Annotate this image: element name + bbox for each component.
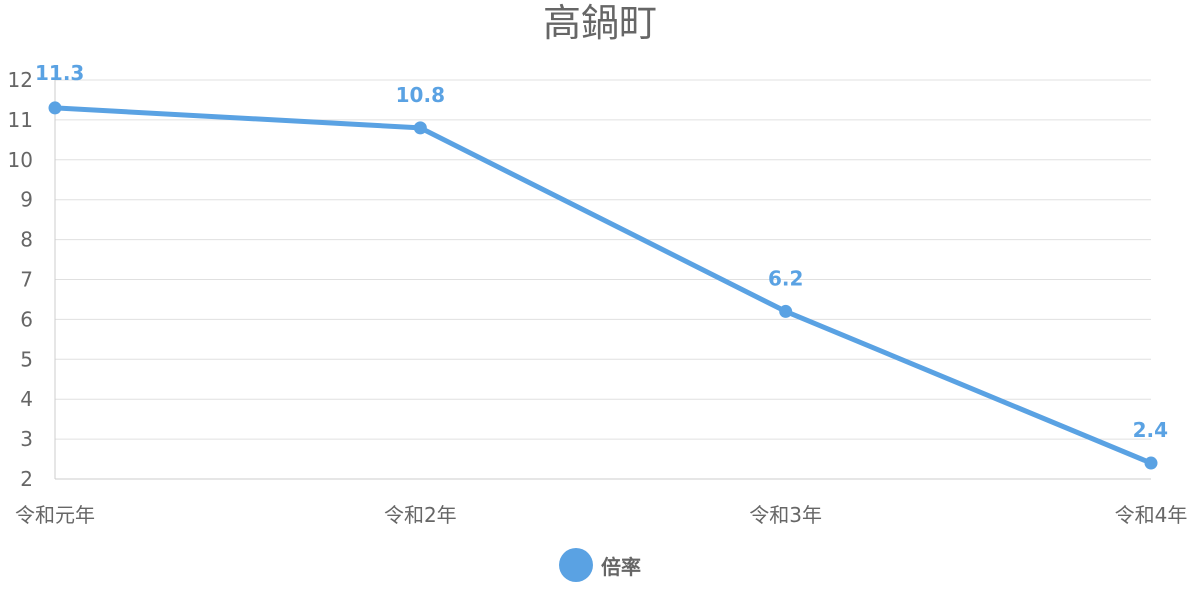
series-line bbox=[52, 105, 1154, 466]
y-tick-label: 4 bbox=[20, 387, 33, 411]
y-tick-label: 7 bbox=[20, 268, 33, 292]
y-tick-label: 5 bbox=[20, 347, 33, 371]
legend-label: 倍率 bbox=[601, 554, 641, 579]
data-label: 6.2 bbox=[768, 266, 803, 290]
data-point bbox=[779, 304, 793, 318]
x-tick-label: 令和元年 bbox=[15, 503, 95, 527]
y-tick-label: 2 bbox=[20, 467, 33, 491]
y-tick-label: 3 bbox=[20, 427, 33, 451]
y-tick-label: 11 bbox=[8, 108, 33, 132]
y-tick-label: 10 bbox=[8, 148, 33, 172]
x-tick-label: 令和3年 bbox=[749, 503, 822, 527]
data-point bbox=[48, 101, 62, 115]
legend[interactable]: 倍率 bbox=[0, 548, 1200, 582]
data-label: 2.4 bbox=[1133, 418, 1168, 442]
legend-swatch bbox=[559, 548, 593, 582]
data-point bbox=[413, 121, 427, 135]
y-tick-label: 6 bbox=[20, 307, 33, 331]
y-tick-label: 9 bbox=[20, 188, 33, 212]
chart-title: 高鍋町 bbox=[542, 1, 657, 45]
y-tick-label: 8 bbox=[20, 228, 33, 252]
x-tick-label: 令和4年 bbox=[1115, 503, 1188, 527]
data-point bbox=[1144, 456, 1158, 470]
data-label: 11.3 bbox=[35, 61, 84, 85]
y-tick-label: 12 bbox=[8, 68, 33, 92]
x-tick-label: 令和2年 bbox=[384, 503, 457, 527]
data-label: 10.8 bbox=[396, 83, 445, 107]
